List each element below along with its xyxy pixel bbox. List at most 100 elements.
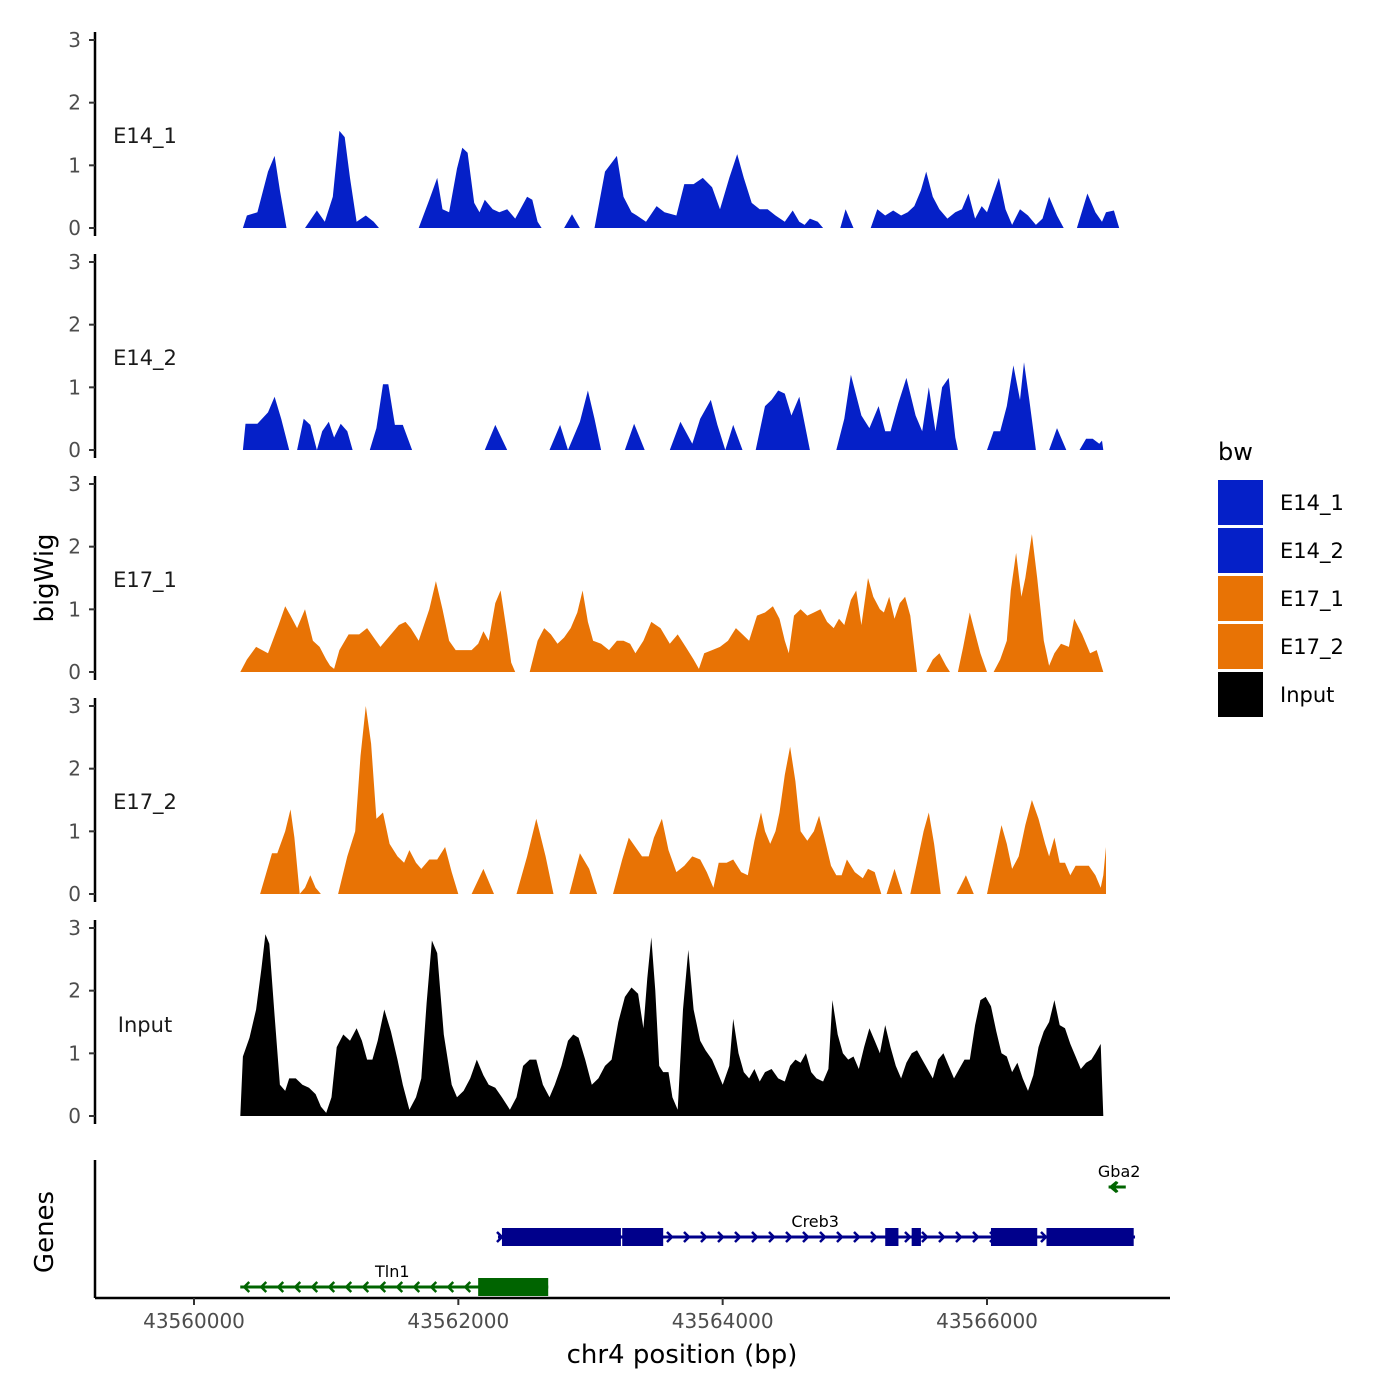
track-label: E17_1: [113, 568, 177, 593]
area-E14_2: [242, 362, 1104, 450]
x-axis-title: chr4 position (bp): [567, 1340, 798, 1370]
strand-arrow: [785, 1231, 793, 1243]
strand-arrow: [836, 1231, 844, 1243]
track-label: E14_2: [113, 346, 177, 371]
legend-label: Input: [1280, 683, 1334, 707]
strand-arrow: [972, 1231, 980, 1243]
area-E14_1: [242, 130, 1120, 228]
y-tick-label: 0: [68, 438, 81, 462]
strand-arrow: [259, 1281, 268, 1293]
strand-arrow: [293, 1281, 302, 1293]
legend-key: [1218, 672, 1263, 717]
x-tick-label: 43564000: [672, 1309, 774, 1333]
strand-arrow: [938, 1231, 946, 1243]
y-tick-label: 1: [68, 819, 81, 843]
y-tick-label: 1: [68, 375, 81, 399]
strand-arrow: [361, 1281, 370, 1293]
exon: [622, 1228, 664, 1246]
strand-arrow: [751, 1231, 759, 1243]
strand-arrow: [378, 1281, 387, 1293]
y-tick-label: 0: [68, 882, 81, 906]
x-tick-label: 43566000: [936, 1309, 1038, 1333]
strand-arrow: [683, 1231, 691, 1243]
strand-arrow: [870, 1231, 878, 1243]
x-tick-label: 43562000: [407, 1309, 509, 1333]
y-tick-label: 2: [68, 757, 81, 781]
y-tick-label: 0: [68, 660, 81, 684]
track-label: E17_2: [113, 790, 177, 815]
track-E14_2: 0 1 2 3 E14_2: [68, 250, 1104, 462]
legend-label: E14_1: [1280, 491, 1344, 516]
y-tick-label: 3: [68, 472, 81, 496]
x-axis: 43560000 43562000 43564000 43566000: [95, 1296, 1170, 1333]
gene-Gba2: Gba2: [1098, 1162, 1141, 1193]
genes-axis-title: Genes: [30, 1191, 60, 1273]
y-tick-label: 2: [68, 91, 81, 115]
x-tick-label: 43560000: [143, 1309, 245, 1333]
exon: [1046, 1228, 1134, 1246]
gene-label: Creb3: [791, 1212, 839, 1231]
y-tick-label: 0: [68, 216, 81, 240]
strand-arrow: [242, 1281, 251, 1293]
legend-key: [1218, 576, 1263, 621]
exon: [478, 1278, 549, 1296]
legend-label: E17_1: [1280, 587, 1344, 612]
strand-arrow: [904, 1231, 912, 1243]
strand-arrow: [463, 1281, 472, 1293]
gene-label: Gba2: [1098, 1162, 1141, 1181]
y-tick-label: 2: [68, 979, 81, 1003]
y-tick-label: 3: [68, 250, 81, 274]
track-Input: 0 1 2 3 Input: [68, 916, 1104, 1128]
legend-label: E14_2: [1280, 539, 1344, 564]
legend-title: bw: [1218, 438, 1253, 466]
strand-arrow: [429, 1281, 438, 1293]
y-tick-label: 1: [68, 597, 81, 621]
strand-arrow: [955, 1231, 963, 1243]
strand-arrow: [819, 1231, 827, 1243]
y-tick-label: 3: [68, 28, 81, 52]
strand-arrow: [700, 1231, 708, 1243]
strand-arrow: [921, 1231, 929, 1243]
exon: [990, 1228, 1038, 1246]
y-axis-title: bigWig: [30, 533, 60, 622]
strand-arrow: [1040, 1231, 1048, 1243]
gene-Creb3: Creb3: [496, 1212, 1136, 1246]
gene-Tln1: Tln1: [240, 1262, 549, 1296]
area-E17_2: [260, 706, 1107, 894]
exon: [501, 1228, 621, 1246]
legend-key: [1218, 480, 1263, 525]
track-label: Input: [118, 1013, 172, 1037]
bigwig-tracks: 0 1 2 3 E14_1 0 1 2 3 E14_2 0 1 2 3 E17_1 0 1 2 3 E17_2 0 1 2 3…: [68, 28, 1120, 1128]
strand-arrow: [666, 1231, 674, 1243]
y-tick-label: 1: [68, 1041, 81, 1065]
strand-arrow: [395, 1281, 404, 1293]
y-tick-label: 2: [68, 535, 81, 559]
strand-arrow: [327, 1281, 336, 1293]
track-E17_2: 0 1 2 3 E17_2: [68, 694, 1107, 906]
y-tick-label: 2: [68, 313, 81, 337]
strand-arrow: [412, 1281, 421, 1293]
area-E17_1: [240, 534, 1104, 672]
strand-arrow: [768, 1231, 776, 1243]
strand-arrow: [446, 1281, 455, 1293]
track-label: E14_1: [113, 124, 177, 149]
strand-arrow: [1108, 1181, 1118, 1193]
area-Input: [240, 934, 1104, 1116]
strand-arrow: [310, 1281, 319, 1293]
genes-panel: Tln1 Creb3 Gba2: [93, 1160, 1141, 1298]
legend: bw E14_1 E14_2 E17_1 E17_2 Input: [1218, 438, 1344, 717]
legend-label: E17_2: [1280, 635, 1344, 660]
strand-arrow: [853, 1231, 861, 1243]
track-E14_1: 0 1 2 3 E14_1: [68, 28, 1120, 240]
gene-label: Tln1: [374, 1262, 410, 1281]
strand-arrow: [734, 1231, 742, 1243]
strand-arrow: [802, 1231, 810, 1243]
y-tick-label: 3: [68, 694, 81, 718]
y-tick-label: 3: [68, 916, 81, 940]
legend-key: [1218, 624, 1263, 669]
exon: [911, 1228, 921, 1246]
strand-arrow: [717, 1231, 725, 1243]
y-tick-label: 0: [68, 1104, 81, 1128]
exon: [885, 1228, 899, 1246]
